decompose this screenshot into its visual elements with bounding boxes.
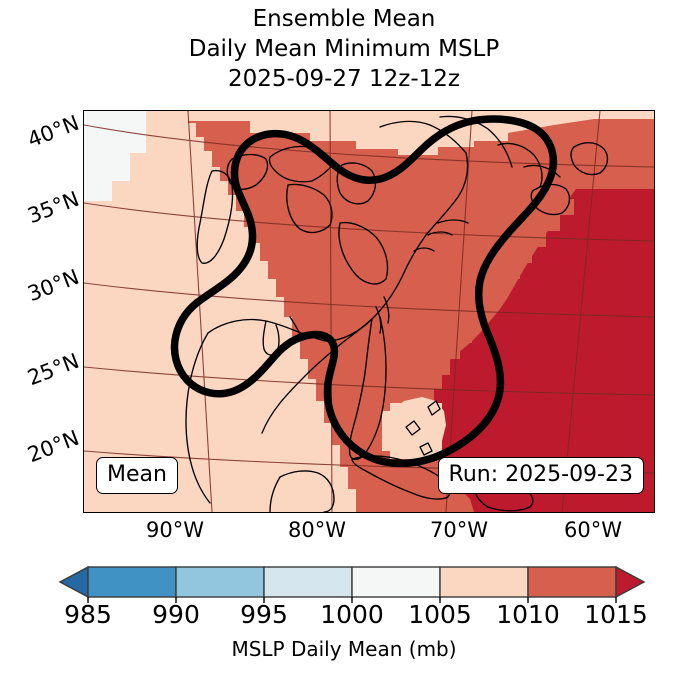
lat-tick-40n: 40°N <box>24 110 83 153</box>
lat-tick-35n: 35°N <box>24 186 83 229</box>
lat-tick-20n: 20°N <box>24 425 83 468</box>
bold-isobar-contour <box>170 115 558 468</box>
title-line-1: Ensemble Mean <box>252 6 436 32</box>
colorbar-seg-995-1000 <box>263 566 353 598</box>
colorbar-ticks <box>87 597 617 603</box>
figure-title: Ensemble Mean Daily Mean Minimum MSLP 20… <box>0 4 688 94</box>
mean-label-box[interactable]: Mean <box>96 457 178 494</box>
cbar-tick-990: 990 <box>152 600 200 629</box>
run-date-label-box[interactable]: Run: 2025-09-23 <box>437 457 644 494</box>
coastlines <box>185 115 609 512</box>
cbar-tick-1000: 1000 <box>320 600 384 629</box>
colorbar-seg-990-995 <box>175 566 265 598</box>
colorbar-axis-label: MSLP Daily Mean (mb) <box>231 637 457 661</box>
colorbar-segments <box>58 565 646 599</box>
colorbar-seg-985-990 <box>87 566 177 598</box>
colorbar[interactable] <box>0 561 688 603</box>
title-line-3: 2025-09-27 12z-12z <box>228 66 460 92</box>
colorbar-over-arrow <box>615 565 646 599</box>
lat-tick-25n: 25°N <box>24 348 83 391</box>
colorbar-seg-1010-1015 <box>527 566 617 598</box>
cbar-tick-1010: 1010 <box>496 600 560 629</box>
cbar-tick-1005: 1005 <box>408 600 472 629</box>
map-canvas <box>84 111 654 512</box>
colorbar-seg-1000-1005 <box>351 566 441 598</box>
colorbar-canvas <box>58 565 646 603</box>
cbar-tick-985: 985 <box>64 600 112 629</box>
field-nw-white-patch <box>84 111 138 145</box>
field-over-1015-stairsteps <box>422 199 574 425</box>
lon-tick-80w: 80°W <box>288 518 346 542</box>
field-bahamas-light-patch <box>382 397 446 459</box>
lon-tick-60w: 60°W <box>564 518 622 542</box>
field-over-1015-atlantic <box>428 189 654 512</box>
colorbar-tick-labels: 985 990 995 1000 1005 1010 1015 <box>0 600 688 630</box>
cbar-tick-995: 995 <box>240 600 288 629</box>
colorbar-seg-1005-1010 <box>439 566 529 598</box>
colorbar-under-arrow <box>58 565 89 599</box>
lon-tick-90w: 90°W <box>146 518 204 542</box>
cbar-tick-1015: 1015 <box>584 600 648 629</box>
mslp-map-panel[interactable]: Mean Run: 2025-09-23 <box>83 110 655 513</box>
title-line-2: Daily Mean Minimum MSLP <box>188 36 500 62</box>
lon-tick-70w: 70°W <box>430 518 488 542</box>
lat-tick-30n: 30°N <box>24 264 83 307</box>
